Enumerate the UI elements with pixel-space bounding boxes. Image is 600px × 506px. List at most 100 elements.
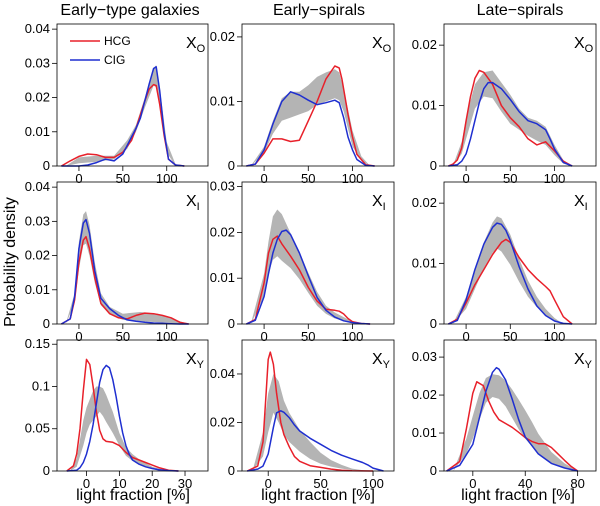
panel-label-sub: Y	[585, 359, 593, 371]
legend-label-hcg: HCG	[104, 34, 131, 48]
x-tick-label: 20	[145, 476, 159, 491]
y-tick-label: 0	[430, 316, 437, 331]
y-tick-label: 0.15	[25, 336, 50, 351]
x-tick-label: 0	[265, 476, 272, 491]
x-tick-label: 50	[116, 329, 130, 344]
panel-frame	[443, 23, 597, 167]
y-tick-label: 0.03	[412, 349, 437, 364]
y-tick-label: 0.02	[25, 248, 50, 263]
y-tick-label: 0.04	[25, 21, 50, 36]
y-tick-label: 0.01	[412, 256, 437, 271]
x-tick-label: 80	[570, 476, 584, 491]
panel-r1-c1: 0 0.01 0.02 0.03 0 50 100 XI	[210, 179, 395, 344]
x-axis-label-col2: light fraction [%]	[261, 487, 375, 504]
y-tick-label: 0.02	[210, 414, 235, 429]
y-tick-label: 0.03	[210, 179, 235, 194]
x-tick-label: 0	[83, 476, 90, 491]
x-tick-label: 0	[75, 171, 82, 186]
x-tick-label: 10	[112, 476, 126, 491]
y-tick-label: 0.01	[25, 282, 50, 297]
y-tick-label: 0	[228, 316, 235, 331]
series-line-hcg	[246, 65, 375, 167]
panel-frame	[443, 181, 597, 325]
panel-label: XY	[186, 351, 205, 371]
panel-frame	[241, 23, 395, 167]
x-tick-label: 100	[342, 329, 364, 344]
panel-label-sub: Y	[383, 359, 391, 371]
band-area	[453, 374, 578, 471]
series-line-hcg	[246, 351, 374, 472]
x-tick-label: 100	[362, 476, 384, 491]
series-line-hcg	[61, 235, 189, 325]
x-tick-label: 100	[544, 171, 566, 186]
series-line-cig	[247, 410, 384, 472]
panel-r1-c2: 0 0.01 0.02 0 50 100 XI	[412, 181, 597, 344]
x-tick-label: 100	[544, 329, 566, 344]
panel-label-sub: O	[383, 43, 392, 55]
y-tick-label: 0	[43, 158, 50, 173]
series-line-cig	[61, 66, 185, 167]
panel-label-main: X	[574, 193, 585, 210]
panel-label-sub: Y	[197, 359, 205, 371]
series-line-cig	[61, 218, 189, 325]
panel-frame	[56, 23, 209, 167]
panel-label: XO	[186, 35, 206, 55]
x-tick-label: 0	[469, 476, 476, 491]
x-tick-label: 50	[313, 476, 327, 491]
x-tick-label: 100	[156, 171, 178, 186]
band-area	[70, 386, 169, 471]
x-tick-label: 0	[75, 329, 82, 344]
x-tick-label: 0	[260, 329, 267, 344]
x-tick-label: 50	[116, 171, 130, 186]
y-tick-label: 0.02	[412, 37, 437, 52]
series-line-cig	[448, 222, 573, 325]
column-title-early-type: Early−type galaxies	[60, 2, 199, 19]
panel-frame	[241, 339, 395, 472]
panel-label-sub: I	[383, 201, 386, 213]
x-tick-label: 40	[518, 476, 532, 491]
band-area	[65, 211, 189, 324]
y-tick-label: 0.03	[25, 55, 50, 70]
y-tick-label: 0.01	[412, 98, 437, 113]
x-tick-label: 30	[178, 476, 192, 491]
y-tick-label: 0	[430, 463, 437, 478]
band-area	[65, 65, 176, 166]
panel-frame	[56, 339, 209, 472]
legend-label-cig: CIG	[104, 53, 125, 67]
band-area	[250, 69, 371, 166]
panel-r2-c1: 0 0.02 0.04 0 50 100 XY	[210, 339, 395, 491]
panel-frame	[241, 181, 395, 325]
x-tick-label: 50	[301, 329, 315, 344]
band-area	[452, 216, 564, 324]
panel-frame	[56, 181, 209, 325]
x-tick-label: 0	[462, 171, 469, 186]
panel-label-main: X	[186, 351, 197, 368]
series-line-hcg	[246, 235, 371, 325]
legend: HCG CIG	[70, 34, 131, 67]
x-tick-label: 0	[462, 329, 469, 344]
panel-label-main: X	[372, 351, 383, 368]
y-tick-label: 0	[430, 158, 437, 173]
y-axis-label: Probability density	[2, 197, 19, 327]
y-tick-label: 0.04	[210, 366, 235, 381]
series-line-cig	[446, 366, 578, 472]
y-tick-label: 0.1	[32, 378, 50, 393]
y-tick-label: 0.03	[25, 213, 50, 228]
y-tick-label: 0.02	[210, 29, 235, 44]
panel-label: XI	[186, 193, 200, 213]
x-tick-label: 100	[156, 329, 178, 344]
band-area	[252, 374, 368, 471]
y-tick-label: 0.05	[25, 421, 50, 436]
y-tick-label: 0.02	[210, 224, 235, 239]
y-tick-label: 0.01	[210, 270, 235, 285]
series-line-hcg	[66, 358, 179, 472]
panel-label: XY	[574, 351, 593, 371]
panel-label: XO	[574, 35, 594, 55]
column-title-late-spirals: Late−spirals	[477, 2, 564, 19]
y-tick-label: 0.01	[25, 124, 50, 139]
panel-frame	[443, 339, 597, 472]
panel-label-sub: I	[197, 201, 200, 213]
x-tick-label: 50	[301, 171, 315, 186]
